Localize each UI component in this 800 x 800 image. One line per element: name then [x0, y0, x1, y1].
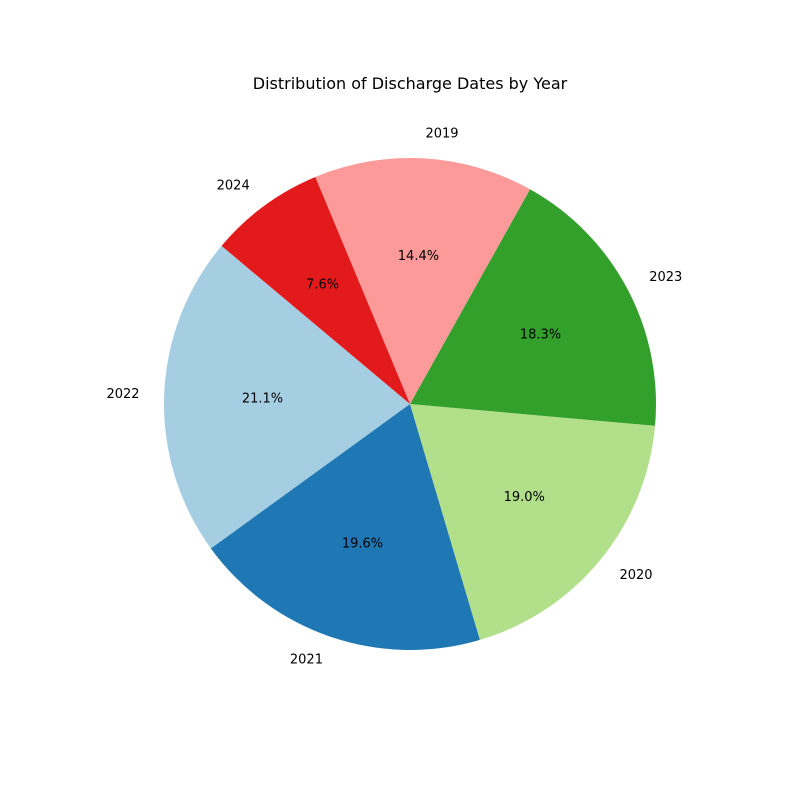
pie-labels: 2022 21.1% 2021 19.6% 2020 19.0% 2023 18.3% 2019…: [106, 126, 682, 667]
chart-title: Distribution of Discharge Dates by Year: [253, 74, 568, 93]
pie-slice-2023: [410, 189, 656, 426]
slice-percent-2019: 14.4%: [398, 249, 439, 264]
slice-percent-2022: 21.1%: [242, 391, 283, 406]
slice-percent-2020: 19.0%: [504, 490, 545, 505]
pie-slice-2020: [410, 404, 656, 640]
pie-slice-2022: [164, 245, 410, 549]
slice-label-2022: 2022: [106, 387, 139, 402]
slice-label-2021: 2021: [290, 653, 323, 668]
slice-label-2023: 2023: [649, 270, 682, 285]
pie-slice-2019: [315, 158, 531, 404]
slice-label-2020: 2020: [619, 568, 652, 583]
pie-slices: [164, 158, 656, 650]
slice-percent-2023: 18.3%: [520, 328, 561, 343]
pie-slice-2021: [210, 404, 480, 650]
slice-label-2019: 2019: [425, 126, 458, 141]
slice-percent-2021: 19.6%: [342, 536, 383, 551]
slice-percent-2024: 7.6%: [306, 278, 339, 293]
slice-label-2024: 2024: [217, 178, 250, 193]
pie-slice-2024: [221, 176, 410, 404]
